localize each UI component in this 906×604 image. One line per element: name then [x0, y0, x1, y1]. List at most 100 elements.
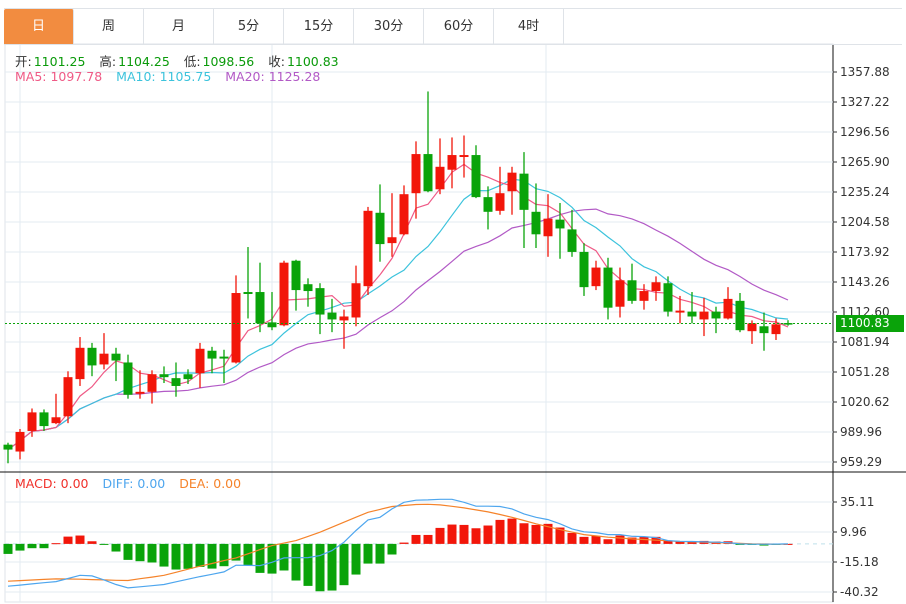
candle [543, 194, 553, 257]
candle [399, 185, 409, 236]
macd-bar [519, 523, 529, 544]
macd-bar [3, 543, 13, 554]
macd-bar [375, 543, 385, 564]
candle-body [759, 326, 769, 334]
candle [531, 183, 541, 249]
macd-bar [315, 543, 325, 592]
candle-body [639, 291, 649, 301]
ma5-line [7, 163, 789, 451]
candle-body [267, 322, 277, 328]
macd-bar [483, 525, 493, 544]
tab-4hour[interactable]: 4时 [494, 9, 564, 44]
candle [255, 262, 265, 333]
macd-bar [27, 543, 37, 549]
macd-bar [411, 534, 421, 544]
candle [363, 206, 373, 295]
candle [435, 138, 445, 195]
macd-bar [399, 542, 409, 544]
candle [267, 292, 277, 331]
candle-body [351, 283, 361, 318]
macd-bar [687, 541, 697, 544]
candle-body [567, 229, 577, 252]
candle [87, 342, 97, 377]
candle [351, 265, 361, 327]
macd-bar [507, 518, 517, 544]
candle-body [123, 362, 133, 395]
high-value: 1104.25 [118, 54, 170, 69]
candle-body [27, 412, 37, 431]
candle [675, 295, 685, 324]
tab-week[interactable]: 周 [74, 9, 144, 44]
candle-body [651, 282, 661, 292]
candle-body [3, 444, 13, 450]
candle-body [447, 155, 457, 170]
candle [759, 312, 769, 351]
current-price-label: 1100.83 [836, 315, 904, 332]
candle [447, 137, 457, 189]
price-tick-label: 1296.56 [840, 125, 890, 139]
macd-bar [351, 543, 361, 575]
candle [327, 298, 337, 333]
candle-body [159, 374, 169, 378]
candle [495, 166, 505, 215]
price-tick-label: 959.29 [840, 455, 882, 469]
moving-average-lines [7, 163, 789, 451]
candle [279, 260, 289, 327]
macd-tick-label: -40.32 [840, 585, 879, 599]
tab-30min[interactable]: 30分 [354, 9, 424, 44]
candle [591, 260, 601, 291]
price-tick-label: 1204.58 [840, 215, 890, 229]
candle-body [183, 374, 193, 380]
price-tick-label: 1235.24 [840, 185, 890, 199]
close-label: 收: [268, 54, 285, 69]
candle-body [435, 166, 445, 190]
tab-5min[interactable]: 5分 [214, 9, 284, 44]
candle [699, 297, 709, 337]
candle-body [39, 412, 49, 427]
macd-bar [255, 543, 265, 573]
candle-body [171, 378, 181, 386]
candle-body [375, 212, 385, 245]
price-tick-label: 1265.90 [840, 155, 890, 169]
macd-bar [555, 527, 565, 544]
macd-bar [387, 543, 397, 555]
macd-bar [267, 543, 277, 574]
macd-bar [147, 543, 157, 563]
price-tick-label: 1143.26 [840, 275, 890, 289]
macd-tick-label: 9.96 [840, 525, 867, 539]
tab-15min[interactable]: 15分 [284, 9, 354, 44]
candle-body [699, 311, 709, 320]
price-tick-label: 1051.28 [840, 365, 890, 379]
candle-body [231, 293, 241, 363]
tab-day[interactable]: 日 [4, 9, 74, 44]
candle-body [87, 347, 97, 366]
tab-month[interactable]: 月 [144, 9, 214, 44]
ohlc-info: 开: 1101.25 高: 1104.25 低: 1098.56 收: 1100.83 [15, 51, 349, 70]
macd-bar [615, 535, 625, 544]
macd-bar [99, 543, 109, 545]
candle [27, 408, 37, 437]
candle-body [111, 353, 121, 361]
candle [471, 145, 481, 199]
candle-body [495, 193, 505, 211]
macd-bar [111, 543, 121, 552]
candle [159, 366, 169, 384]
tab-60min[interactable]: 60分 [424, 9, 494, 44]
candle-body [387, 237, 397, 244]
candle-body [735, 300, 745, 331]
macd-tick-label: 35.11 [840, 495, 874, 509]
plot-frame [4, 43, 834, 603]
candle-body [663, 283, 673, 312]
ma5-value: MA5: 1097.78 [15, 69, 103, 84]
macd-bar [543, 523, 553, 544]
macd-bar [75, 535, 85, 544]
diff-line [7, 498, 789, 589]
macd-bar [291, 543, 301, 581]
macd-bar [579, 536, 589, 544]
macd-bar [339, 543, 349, 586]
candle [195, 342, 205, 388]
candle [567, 209, 577, 257]
candle [411, 141, 421, 219]
candle [51, 393, 61, 425]
